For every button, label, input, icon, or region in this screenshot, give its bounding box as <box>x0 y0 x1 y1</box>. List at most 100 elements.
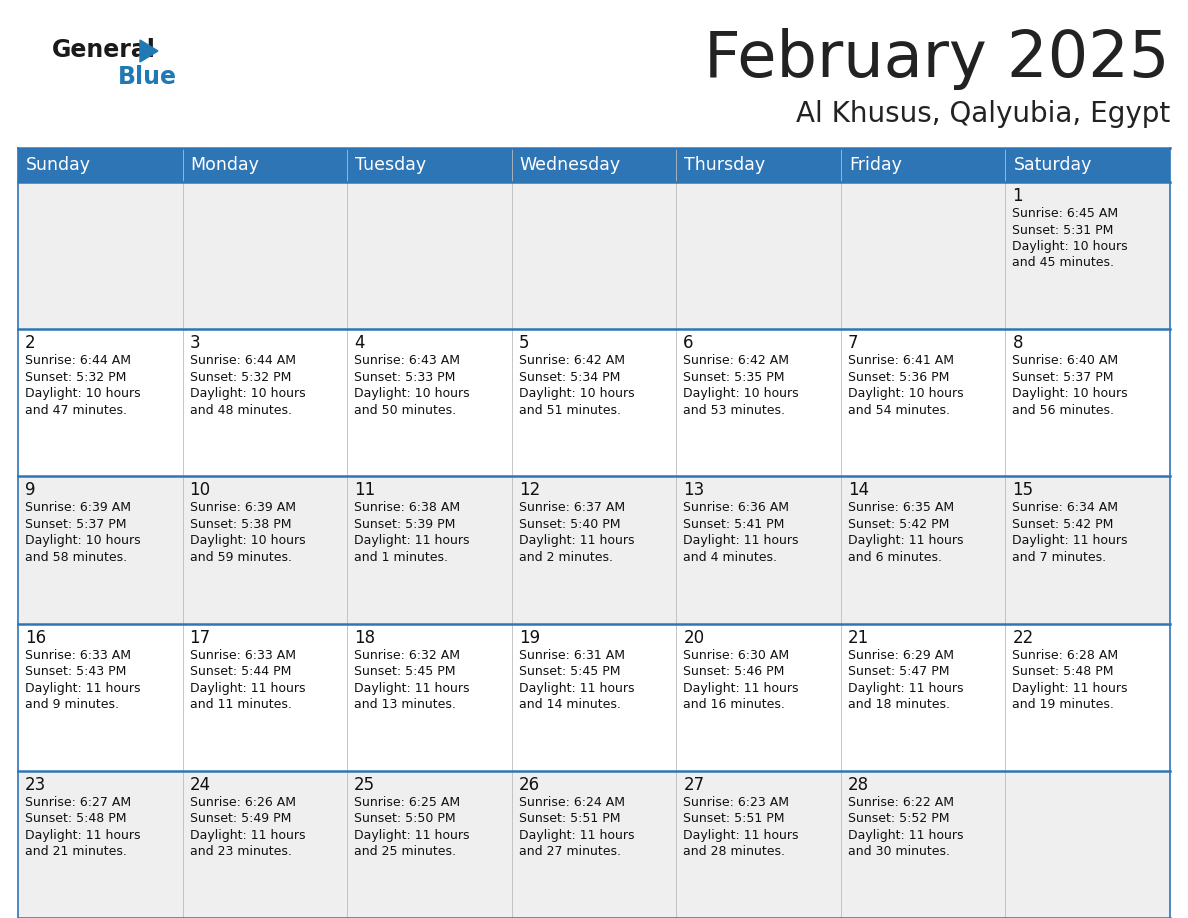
Text: Sunrise: 6:30 AM: Sunrise: 6:30 AM <box>683 649 789 662</box>
Text: 23: 23 <box>25 776 46 794</box>
Text: Sunrise: 6:22 AM: Sunrise: 6:22 AM <box>848 796 954 809</box>
Text: Sunrise: 6:34 AM: Sunrise: 6:34 AM <box>1012 501 1118 514</box>
Bar <box>512 330 676 476</box>
Text: 22: 22 <box>1012 629 1034 646</box>
Text: Sunset: 5:35 PM: Sunset: 5:35 PM <box>683 371 785 384</box>
Text: Sunset: 5:32 PM: Sunset: 5:32 PM <box>190 371 291 384</box>
Text: 8: 8 <box>1012 334 1023 353</box>
Text: and 11 minutes.: and 11 minutes. <box>190 698 291 711</box>
Text: Daylight: 10 hours: Daylight: 10 hours <box>190 387 305 400</box>
Bar <box>347 330 512 476</box>
Text: Sunrise: 6:29 AM: Sunrise: 6:29 AM <box>848 649 954 662</box>
Text: Sunset: 5:45 PM: Sunset: 5:45 PM <box>519 666 620 678</box>
Bar <box>347 771 512 918</box>
Bar <box>841 771 1005 918</box>
Text: General: General <box>52 38 156 62</box>
Text: and 23 minutes.: and 23 minutes. <box>190 845 291 858</box>
Text: Sunset: 5:32 PM: Sunset: 5:32 PM <box>25 371 126 384</box>
Text: 19: 19 <box>519 629 539 646</box>
Text: Sunrise: 6:37 AM: Sunrise: 6:37 AM <box>519 501 625 514</box>
Text: 16: 16 <box>25 629 46 646</box>
Text: and 7 minutes.: and 7 minutes. <box>1012 551 1106 564</box>
Polygon shape <box>140 40 158 62</box>
Text: 15: 15 <box>1012 481 1034 499</box>
Text: Daylight: 11 hours: Daylight: 11 hours <box>683 681 798 695</box>
Text: Sunset: 5:46 PM: Sunset: 5:46 PM <box>683 666 784 678</box>
Text: 25: 25 <box>354 776 375 794</box>
Text: 3: 3 <box>190 334 201 353</box>
Text: 7: 7 <box>848 334 859 353</box>
Text: and 51 minutes.: and 51 minutes. <box>519 404 620 417</box>
Text: Daylight: 11 hours: Daylight: 11 hours <box>848 829 963 842</box>
Text: Monday: Monday <box>190 156 259 174</box>
Text: Daylight: 10 hours: Daylight: 10 hours <box>25 534 140 547</box>
Text: and 16 minutes.: and 16 minutes. <box>683 698 785 711</box>
Bar <box>1005 623 1170 771</box>
Text: Sunset: 5:42 PM: Sunset: 5:42 PM <box>848 518 949 531</box>
Text: Thursday: Thursday <box>684 156 765 174</box>
Text: Sunrise: 6:28 AM: Sunrise: 6:28 AM <box>1012 649 1119 662</box>
Text: 21: 21 <box>848 629 870 646</box>
Text: Daylight: 11 hours: Daylight: 11 hours <box>1012 681 1127 695</box>
Text: Daylight: 11 hours: Daylight: 11 hours <box>848 681 963 695</box>
Text: 18: 18 <box>354 629 375 646</box>
Text: Friday: Friday <box>849 156 902 174</box>
Bar <box>183 182 347 330</box>
Text: and 18 minutes.: and 18 minutes. <box>848 698 950 711</box>
Bar <box>841 623 1005 771</box>
Bar <box>1005 182 1170 330</box>
Bar <box>841 182 1005 330</box>
Text: Daylight: 11 hours: Daylight: 11 hours <box>519 681 634 695</box>
Text: and 59 minutes.: and 59 minutes. <box>190 551 291 564</box>
Text: Sunset: 5:51 PM: Sunset: 5:51 PM <box>519 812 620 825</box>
Text: Sunset: 5:42 PM: Sunset: 5:42 PM <box>1012 518 1114 531</box>
Bar <box>676 476 841 623</box>
Text: and 58 minutes.: and 58 minutes. <box>25 551 127 564</box>
Text: Sunrise: 6:40 AM: Sunrise: 6:40 AM <box>1012 354 1119 367</box>
Text: Sunset: 5:48 PM: Sunset: 5:48 PM <box>25 812 126 825</box>
Bar <box>676 330 841 476</box>
Text: Sunset: 5:49 PM: Sunset: 5:49 PM <box>190 812 291 825</box>
Bar <box>347 623 512 771</box>
Text: and 47 minutes.: and 47 minutes. <box>25 404 127 417</box>
Text: Daylight: 11 hours: Daylight: 11 hours <box>1012 534 1127 547</box>
Bar <box>676 182 841 330</box>
Text: Sunset: 5:31 PM: Sunset: 5:31 PM <box>1012 223 1114 237</box>
Text: 9: 9 <box>25 481 36 499</box>
Text: and 54 minutes.: and 54 minutes. <box>848 404 950 417</box>
Text: Daylight: 11 hours: Daylight: 11 hours <box>848 534 963 547</box>
Text: Sunrise: 6:42 AM: Sunrise: 6:42 AM <box>519 354 625 367</box>
Text: and 30 minutes.: and 30 minutes. <box>848 845 950 858</box>
Bar <box>18 771 183 918</box>
Text: Sunset: 5:38 PM: Sunset: 5:38 PM <box>190 518 291 531</box>
Text: Sunrise: 6:35 AM: Sunrise: 6:35 AM <box>848 501 954 514</box>
Text: Sunset: 5:43 PM: Sunset: 5:43 PM <box>25 666 126 678</box>
Text: 4: 4 <box>354 334 365 353</box>
Text: Sunrise: 6:43 AM: Sunrise: 6:43 AM <box>354 354 460 367</box>
Text: Sunrise: 6:38 AM: Sunrise: 6:38 AM <box>354 501 460 514</box>
Text: Daylight: 11 hours: Daylight: 11 hours <box>190 681 305 695</box>
Bar <box>18 182 183 330</box>
Bar <box>347 476 512 623</box>
Bar <box>841 330 1005 476</box>
Bar <box>18 148 1170 182</box>
Bar <box>1005 330 1170 476</box>
Text: Sunset: 5:39 PM: Sunset: 5:39 PM <box>354 518 455 531</box>
Text: Sunset: 5:44 PM: Sunset: 5:44 PM <box>190 666 291 678</box>
Text: and 9 minutes.: and 9 minutes. <box>25 698 119 711</box>
Text: 11: 11 <box>354 481 375 499</box>
Text: and 1 minutes.: and 1 minutes. <box>354 551 448 564</box>
Text: 6: 6 <box>683 334 694 353</box>
Text: Sunset: 5:41 PM: Sunset: 5:41 PM <box>683 518 784 531</box>
Text: Daylight: 11 hours: Daylight: 11 hours <box>354 681 469 695</box>
Text: Sunrise: 6:36 AM: Sunrise: 6:36 AM <box>683 501 789 514</box>
Text: and 50 minutes.: and 50 minutes. <box>354 404 456 417</box>
Text: 12: 12 <box>519 481 541 499</box>
Bar <box>18 623 183 771</box>
Text: Daylight: 11 hours: Daylight: 11 hours <box>25 681 140 695</box>
Text: Sunset: 5:47 PM: Sunset: 5:47 PM <box>848 666 949 678</box>
Text: Daylight: 10 hours: Daylight: 10 hours <box>190 534 305 547</box>
Text: Daylight: 11 hours: Daylight: 11 hours <box>354 829 469 842</box>
Text: 10: 10 <box>190 481 210 499</box>
Text: Sunrise: 6:44 AM: Sunrise: 6:44 AM <box>190 354 296 367</box>
